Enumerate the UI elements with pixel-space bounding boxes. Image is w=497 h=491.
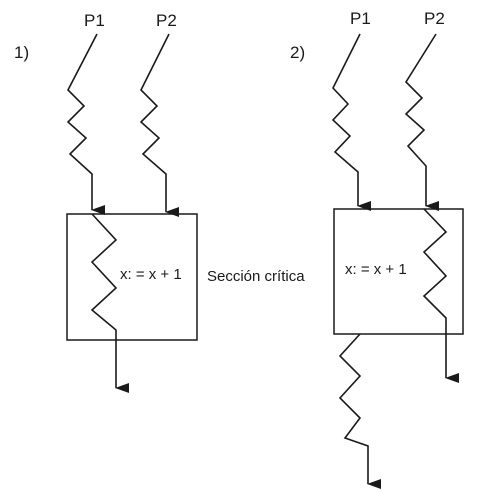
diagram-1-critical-box bbox=[66, 213, 198, 341]
diagram-2-p2-path bbox=[404, 33, 439, 211]
diagram-2-p1-exit-path bbox=[338, 333, 381, 489]
diagram-2-p1-path bbox=[331, 33, 371, 211]
critical-section-label: Sección crítica bbox=[207, 268, 305, 285]
diagram-1: 1) P1 P2 x: = x + 1 bbox=[14, 11, 198, 393]
diagram-1-box-text: x: = x + 1 bbox=[120, 266, 182, 283]
diagram-2-critical-box bbox=[333, 208, 464, 335]
diagram-2-number: 2) bbox=[290, 43, 305, 62]
diagram-1-number: 1) bbox=[14, 43, 29, 62]
diagram-1-p1-label: P1 bbox=[84, 11, 105, 30]
diagram-1-p1-path bbox=[66, 33, 105, 215]
diagram-1-p1-path-in-box bbox=[90, 213, 129, 393]
diagram-2-p2-path-in-box bbox=[422, 208, 459, 383]
diagram-2-p2-label: P2 bbox=[424, 9, 445, 28]
diagram-1-p2-path bbox=[139, 33, 179, 217]
diagram-2-p1-label: P1 bbox=[350, 9, 371, 28]
diagram-2: 2) P1 P2 x: = x + 1 bbox=[290, 9, 464, 489]
diagram-1-p2-label: P2 bbox=[156, 11, 177, 30]
diagram-2-box-text: x: = x + 1 bbox=[345, 261, 407, 278]
